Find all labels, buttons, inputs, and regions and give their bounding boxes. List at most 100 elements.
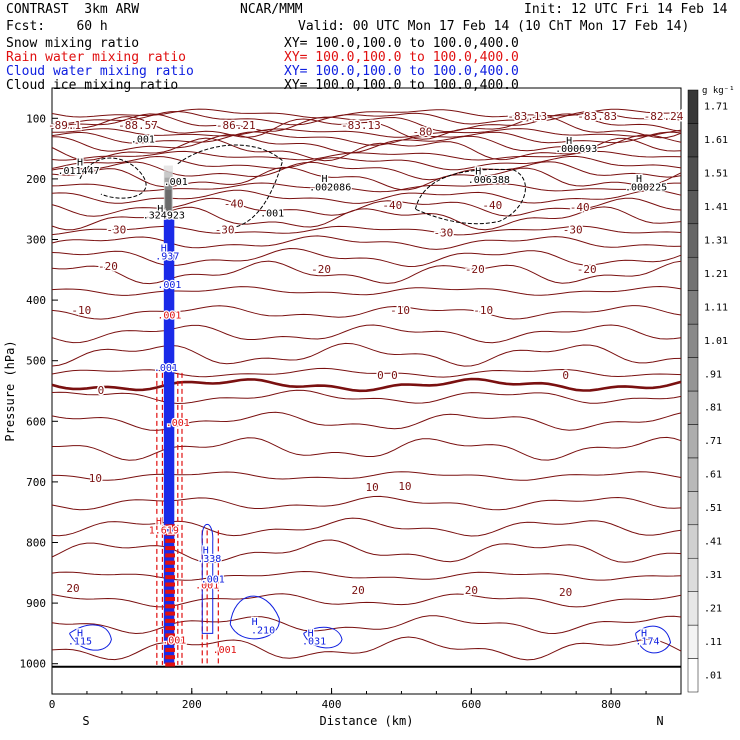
rain-label: .001 — [157, 310, 181, 321]
forecast-hour: Fcst: 60 h — [6, 19, 108, 34]
init-time: Init: 12 UTC Fri 14 Feb 14 — [524, 2, 728, 17]
cloud_water-label: H — [641, 628, 647, 639]
temperature-contour-line — [51, 150, 682, 161]
colorbar-swatch — [687, 624, 699, 659]
temperature-contour-line — [51, 247, 682, 268]
temperature-contour-label: 20 — [559, 586, 572, 599]
axes: 0 200 400 600 800100200300400500600700800900… — [3, 112, 682, 728]
temperature-contour-label: -30 — [106, 223, 126, 236]
colorbar-label: .11 — [704, 637, 722, 648]
rain-shading-band — [165, 560, 176, 565]
temperature-contour-label: -30 — [215, 223, 235, 236]
temperature-contour-label: -89.1 — [48, 119, 81, 132]
cloud_water-label: H — [161, 244, 167, 255]
temperature-contour-line — [51, 636, 682, 661]
snow-label: H — [566, 136, 572, 147]
temperature-contour-label: 10 — [89, 472, 102, 485]
snow-label: .324923 — [143, 210, 185, 221]
temperature-contour-label: -10 — [71, 304, 91, 317]
snow-label: .000693 — [555, 144, 597, 155]
temperature-contour-line — [51, 197, 682, 217]
temperature-contour-label: -82.24 — [644, 110, 684, 123]
colorbar-swatch — [687, 390, 699, 425]
temperature-contour-line — [51, 260, 682, 285]
cloud_water-label: H — [252, 617, 258, 628]
colorbar-label: .71 — [704, 436, 722, 447]
y-tick-label: 900 — [26, 597, 46, 610]
colorbar-label: 1.51 — [704, 169, 728, 180]
temperature-contour-line — [51, 166, 682, 191]
colorbar-swatch — [687, 424, 699, 459]
colorbar-swatch — [687, 658, 699, 693]
temperature-contour-label: -10 — [390, 304, 410, 317]
temperature-contour-line — [51, 324, 682, 344]
x-tick-label: 800 — [601, 698, 621, 711]
rain-shading-band — [165, 553, 176, 558]
temperature-contour-line — [51, 593, 682, 608]
rain-shading-band — [165, 662, 176, 667]
temperature-contour-line — [51, 285, 682, 296]
colorbar-label: 1.11 — [704, 302, 728, 313]
colorbar-swatch — [687, 323, 699, 358]
x-tick-label: 600 — [461, 698, 481, 711]
north-label: N — [656, 714, 663, 728]
rain-shading-band — [165, 647, 176, 652]
cloud-contour-east — [635, 625, 672, 654]
y-axis-label: Pressure (hPa) — [3, 340, 17, 441]
colorbar-label: 1.61 — [704, 135, 728, 146]
y-tick-label: 500 — [26, 355, 46, 368]
rain-shading-band — [165, 582, 176, 587]
temperature-contour-line — [51, 389, 682, 405]
temperature-contour-line — [51, 235, 682, 250]
cloud-contour-box — [229, 595, 280, 640]
colorbar-swatch — [687, 190, 699, 225]
y-tick-label: 700 — [26, 476, 46, 489]
field-xy-rain: XY= 100.0,100.0 to 100.0,400.0 — [284, 50, 519, 65]
snow-label: H — [322, 174, 328, 185]
snow-label: H — [157, 204, 163, 215]
temperature-contour-line — [51, 131, 682, 146]
rain-label: .001 — [195, 581, 219, 592]
x-tick-label: 400 — [322, 698, 342, 711]
rain-shading-band — [165, 655, 176, 660]
colorbar-swatch — [687, 156, 699, 191]
rain-shading-band — [165, 640, 176, 645]
rain-label: H — [156, 516, 162, 527]
rain-shading-band — [165, 626, 176, 631]
temperature-contour-label: -20 — [465, 263, 485, 276]
colorbar-label: .61 — [704, 470, 722, 481]
snow-shading — [165, 189, 172, 240]
y-tick-label: 600 — [26, 415, 46, 428]
colorbar-swatch — [687, 491, 699, 526]
rain-shading-band — [165, 589, 176, 594]
temperature-contour-line — [51, 182, 681, 193]
model-title: CONTRAST 3km ARW — [6, 2, 140, 17]
rain-shading-band — [165, 618, 176, 623]
temperature-contour-label: -86.21 — [216, 119, 256, 132]
x-tick-label: 0 — [49, 698, 56, 711]
cloud_water-label: H — [77, 628, 83, 639]
temperature-contour-line — [51, 342, 682, 367]
colorbar-label: .21 — [704, 603, 722, 614]
temperature-contour-label: 0 — [391, 369, 398, 382]
snow-label: .002086 — [309, 182, 351, 193]
colorbar-unit: g kg⁻¹ — [702, 86, 735, 96]
temperature-contour-line — [51, 539, 682, 564]
cloud_water-label: .210 — [251, 625, 275, 636]
cloud_water-label: .001 — [154, 363, 178, 374]
colorbar-label: 1.71 — [704, 102, 728, 113]
temperature-contour-label: 20 — [465, 584, 478, 597]
colorbar-swatch — [687, 357, 699, 392]
temperature-contour-label: -80 — [412, 125, 432, 138]
snow-label: .001 — [260, 208, 284, 219]
snow-contour-central — [177, 144, 284, 228]
rain-label: 1.619 — [149, 525, 179, 536]
snow-label: H — [636, 174, 642, 185]
temperature-contour-label: -40 — [570, 201, 590, 214]
x-tick-label: 200 — [182, 698, 202, 711]
cloud_water-label: .937 — [155, 251, 179, 262]
y-tick-label: 300 — [26, 234, 46, 247]
cloud-contour-rising — [201, 523, 214, 634]
